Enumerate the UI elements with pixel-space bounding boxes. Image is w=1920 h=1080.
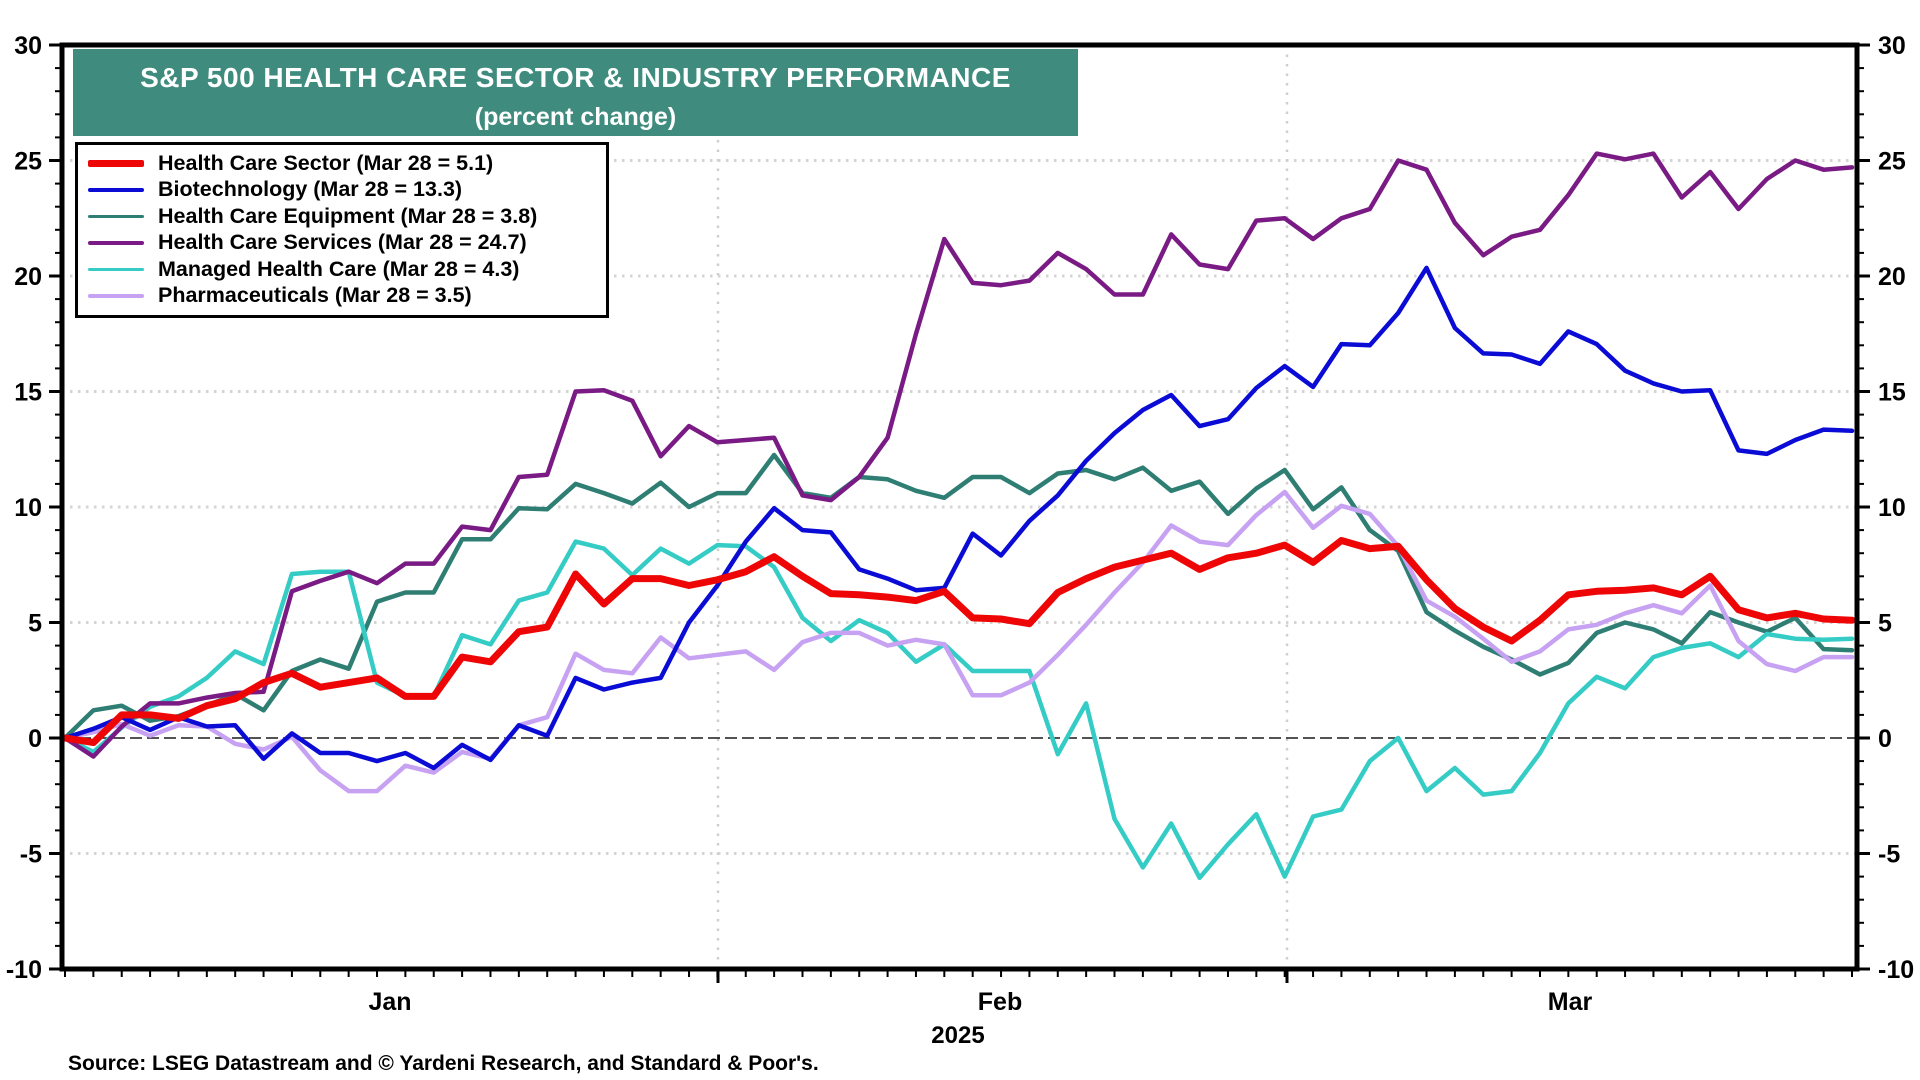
legend-item-health-care-sector: Health Care Sector (Mar 28 = 5.1) — [88, 150, 606, 177]
y-axis-tick-label-left: 10 — [14, 494, 42, 522]
chart-title-banner: S&P 500 HEALTH CARE SECTOR & INDUSTRY PE… — [73, 49, 1078, 136]
chart-subtitle: (percent change) — [474, 103, 677, 131]
legend-item-managed-health-care: Managed Health Care (Mar 28 = 4.3) — [88, 256, 606, 283]
legend-label-pharmaceuticals: Pharmaceuticals (Mar 28 = 3.5) — [158, 283, 472, 308]
legend: Health Care Sector (Mar 28 = 5.1) Biotech… — [75, 142, 609, 318]
y-axis-tick-label-left: -10 — [6, 956, 42, 984]
legend-item-health-care-equipment: Health Care Equipment (Mar 28 = 3.8) — [88, 203, 606, 230]
series-line-health-care-sector — [61, 537, 1856, 747]
y-axis-tick-label-right: -5 — [1878, 841, 1900, 869]
x-axis-month-label-jan: Jan — [368, 988, 412, 1016]
x-axis-month-label-mar: Mar — [1547, 988, 1593, 1016]
y-axis-tick-label-left: 20 — [14, 263, 42, 291]
legend-item-health-care-services: Health Care Services (Mar 28 = 24.7) — [88, 230, 606, 257]
y-axis-tick-label-left: -5 — [20, 841, 42, 869]
y-axis-tick-label-left: 25 — [14, 148, 42, 176]
y-axis-tick-label-right: 20 — [1878, 263, 1906, 291]
legend-swatch-pharmaceuticals — [88, 294, 144, 298]
source-note: Source: LSEG Datastream and © Yardeni Re… — [68, 1052, 819, 1075]
series-line-biotechnology — [62, 265, 1855, 771]
legend-label-biotechnology: Biotechnology (Mar 28 = 13.3) — [158, 177, 463, 202]
legend-item-pharmaceuticals: Pharmaceuticals (Mar 28 = 3.5) — [88, 283, 606, 310]
y-axis-tick-label-right: -10 — [1878, 956, 1914, 984]
legend-item-biotechnology: Biotechnology (Mar 28 = 13.3) — [88, 177, 606, 204]
legend-swatch-health-care-services — [88, 241, 144, 245]
x-axis-month-label-feb: Feb — [977, 988, 1023, 1016]
y-axis-tick-label-right: 30 — [1878, 32, 1906, 60]
chart-title: S&P 500 HEALTH CARE SECTOR & INDUSTRY PE… — [140, 62, 1011, 93]
y-axis-tick-label-left: 5 — [28, 610, 42, 638]
series-line-health-care-equipment — [62, 452, 1855, 741]
y-axis-tick-label-right: 15 — [1878, 379, 1906, 407]
x-axis-year-label: 2025 — [931, 1022, 985, 1049]
legend-swatch-managed-health-care — [88, 267, 144, 271]
y-axis-tick-label-right: 10 — [1878, 494, 1906, 522]
legend-swatch-health-care-equipment — [88, 214, 144, 218]
y-axis-tick-label-right: 0 — [1878, 725, 1892, 753]
y-axis-tick-label-left: 30 — [14, 32, 42, 60]
legend-label-health-care-services: Health Care Services (Mar 28 = 24.7) — [158, 230, 527, 255]
y-axis-tick-label-left: 0 — [28, 725, 42, 753]
legend-label-managed-health-care: Managed Health Care (Mar 28 = 4.3) — [158, 256, 520, 281]
y-axis-tick-label-left: 15 — [14, 379, 42, 407]
legend-swatch-health-care-sector — [88, 159, 144, 167]
legend-label-health-care-sector: Health Care Sector (Mar 28 = 5.1) — [158, 150, 494, 175]
series-line-health-care-services — [62, 151, 1855, 759]
y-axis-tick-label-right: 5 — [1878, 610, 1892, 638]
legend-swatch-biotechnology — [88, 188, 144, 192]
series-line-managed-health-care — [62, 539, 1855, 881]
legend-label-health-care-equipment: Health Care Equipment (Mar 28 = 3.8) — [158, 203, 538, 228]
series-line-pharmaceuticals — [62, 489, 1855, 794]
y-axis-tick-label-right: 25 — [1878, 148, 1906, 176]
